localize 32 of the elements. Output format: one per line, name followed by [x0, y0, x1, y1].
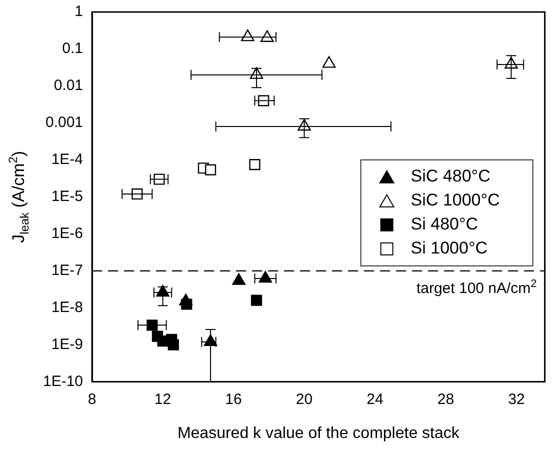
- x-tick-label: 12: [154, 390, 172, 408]
- point: [204, 164, 216, 176]
- point: [168, 339, 179, 350]
- x-tick-label: 16: [225, 390, 242, 408]
- x-tick-label: 32: [508, 390, 525, 408]
- x-tick-label: 24: [366, 390, 384, 408]
- x-tick-label: 8: [88, 390, 96, 408]
- y-tick-label: 1: [74, 3, 84, 20]
- x-tick-label: 28: [437, 390, 454, 408]
- y-tick-label: 1E-5: [51, 188, 84, 206]
- y-tick-label: 0.001: [45, 114, 84, 132]
- point: [249, 158, 260, 170]
- y-tick-label: 0.01: [54, 77, 84, 94]
- legend-label: Si 1000°C: [410, 238, 488, 258]
- legend-label: SiC 480°C: [410, 166, 490, 186]
- point: [322, 56, 336, 68]
- point: [146, 320, 158, 331]
- y-tick-label: 1E-4: [51, 151, 84, 168]
- y-tick-label: 1E-6: [51, 225, 84, 242]
- y-tick-label: 0.1: [62, 40, 84, 58]
- point: [232, 273, 246, 285]
- y-tick-label: 1E-8: [51, 298, 84, 316]
- legend-label: SiC 1000°C: [410, 190, 500, 210]
- y-tick-label: 1E-9: [51, 336, 84, 353]
- y-axis-title: Jleak (A/cm2): [6, 150, 32, 243]
- x-tick-label: 20: [296, 390, 313, 408]
- y-tick-label: 1E-10: [42, 372, 84, 390]
- x-axis-title: Measured k value of the complete stack: [177, 424, 460, 442]
- point: [179, 294, 192, 306]
- point: [250, 294, 262, 306]
- y-tick-label: 1E-7: [51, 262, 84, 279]
- legend-label: Si 480°C: [410, 214, 478, 234]
